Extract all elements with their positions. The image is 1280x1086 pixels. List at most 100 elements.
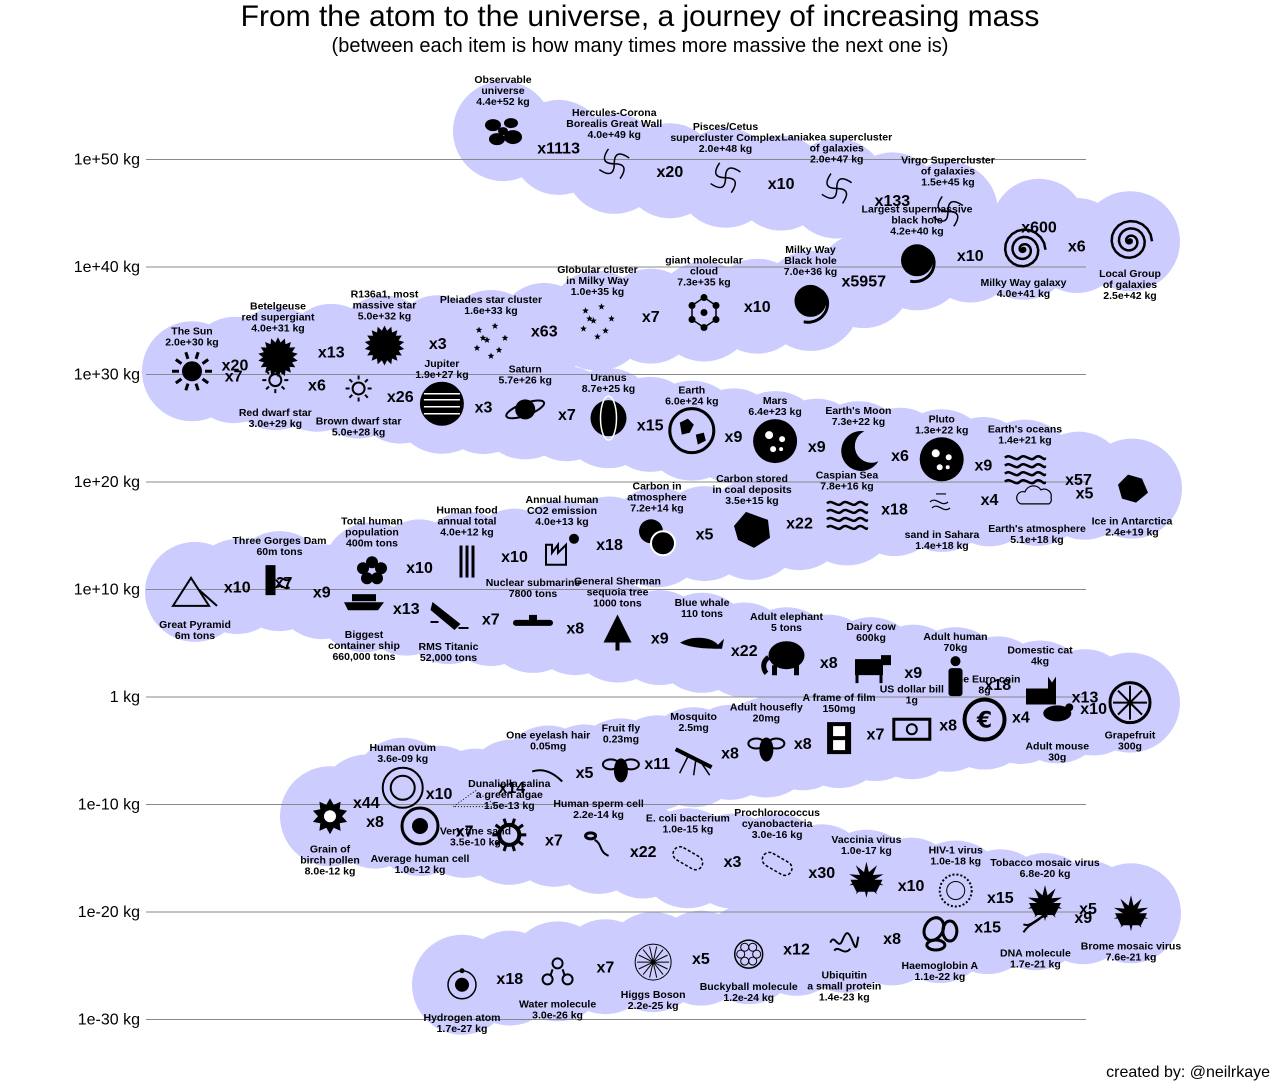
mosquito-icon [674, 747, 713, 776]
star-cluster-icon [473, 322, 509, 359]
multiplier-label: x6 [308, 377, 326, 394]
cow-icon [855, 655, 891, 684]
cell-icon [400, 806, 440, 846]
film-icon [827, 722, 852, 755]
bubble [537, 724, 633, 820]
item-label: 7800 tons [509, 588, 558, 600]
bubble [749, 900, 844, 996]
molecule-network-icon [688, 293, 720, 331]
item-label: 3.0e-26 kg [532, 1009, 583, 1021]
item-label: sequoia tree [587, 587, 649, 599]
multiplier-label: x57 [1065, 472, 1092, 489]
item-label: Haemoglobin A [902, 960, 979, 972]
item-label: Borealis Great Wall [566, 118, 662, 130]
item-label: 1.4e+18 kg [915, 540, 968, 552]
item-label: 8.0e-12 kg [305, 865, 356, 877]
item-label: A frame of film [803, 692, 876, 704]
item-label: in coal deposits [712, 484, 792, 496]
multiplier-label: x7 [225, 369, 243, 386]
item-label: 1g [906, 694, 918, 706]
multiplier-label: x10 [898, 878, 925, 895]
multiplier-label: x10 [224, 580, 251, 597]
multiplier-label: x6 [891, 448, 909, 465]
item-label: Globular cluster [557, 264, 638, 276]
sinking-ship-icon [430, 602, 469, 631]
bubble [863, 837, 959, 933]
virus-icon [1027, 885, 1063, 922]
item-label: Largest supermassive [862, 203, 973, 215]
multiplier-label: x8 [566, 621, 584, 638]
sun-icon [172, 351, 212, 391]
item-label: Black hole [784, 255, 837, 267]
bubble [1040, 860, 1136, 956]
item-label: Adult housefly [730, 702, 803, 714]
item-label: 20mg [753, 713, 780, 725]
item-label: Earth's oceans [988, 424, 1062, 436]
item-label: container ship [328, 640, 400, 652]
bubble [1031, 431, 1126, 527]
multiplier-label: x600 [1021, 219, 1057, 236]
multiplier-label: x5957 [842, 274, 887, 291]
chart-title: From the atom to the universe, a journey… [240, 0, 1040, 33]
item-label: Brown dwarf star [316, 415, 402, 427]
item-label: Ice in Antarctica [1092, 516, 1173, 528]
item-label: cyanobacteria [742, 818, 813, 830]
item-label: Tobacco mosaic virus [990, 857, 1100, 869]
cratered-planet-icon [753, 419, 798, 464]
item-label: Pisces/Cetus [693, 121, 759, 133]
multiplier-label: x22 [731, 643, 758, 660]
item-label: Laniakea supercluster [781, 132, 892, 144]
item-label: 1.9e+27 kg [415, 369, 468, 381]
y-tick-label: 1e+10 kg [74, 582, 140, 599]
spiral-galaxy-icon [1110, 219, 1154, 259]
item-label: Human sperm cell [553, 798, 644, 810]
item-label: Pleiades star cluster [440, 294, 542, 306]
ovum-icon [381, 766, 424, 809]
item-label: Mars [763, 395, 788, 407]
item-label: Adult elephant [750, 611, 823, 623]
chart-subtitle: (between each item is how many times mor… [331, 35, 949, 57]
galaxy-swirl-icon [598, 148, 630, 180]
waves-icon [826, 500, 869, 531]
bubble [464, 739, 560, 835]
wheat-icon [459, 545, 475, 578]
item-label: General Sherman [574, 576, 661, 588]
item-label: 1.6e+33 kg [464, 305, 517, 317]
item-label: 3.6e-09 kg [377, 753, 428, 765]
item-label: 6.8e-20 kg [1020, 868, 1071, 880]
fly-icon [601, 758, 640, 783]
multiplier-label: x7 [275, 575, 293, 592]
item-label: 4.0e+49 kg [588, 129, 641, 141]
svg-text:€: € [976, 709, 992, 734]
multiplier-label: x10 [957, 248, 984, 265]
bubble [952, 849, 1048, 945]
bubble [653, 910, 749, 1006]
item-label: of galaxies [921, 165, 975, 177]
item-label: Milky Way galaxy [981, 277, 1067, 289]
item-label: Jupiter [424, 358, 459, 370]
waves-icon [1004, 455, 1047, 485]
bubble [283, 303, 379, 399]
multiplier-label: x22 [630, 844, 657, 861]
item-label: Great Pyramid [159, 619, 231, 631]
multiplier-label: x5 [1079, 901, 1097, 918]
item-label: 2.0e+30 kg [165, 336, 218, 348]
item-label: Earth's atmosphere [988, 523, 1086, 535]
y-tick-label: 1e+40 kg [74, 259, 140, 276]
pyramid-icon [171, 576, 218, 607]
bubble [991, 178, 1087, 274]
item-label: 4.0e+13 kg [535, 516, 588, 528]
item-label: giant molecular [665, 254, 743, 266]
factory-icon [545, 533, 579, 566]
crescent-moon-icon [841, 430, 879, 471]
y-tick-label: 1e+20 kg [74, 474, 140, 491]
item-label: 3.0e+29 kg [249, 418, 302, 430]
item-label: Blue whale [675, 597, 730, 609]
item-label: atmosphere [627, 491, 687, 503]
cratered-planet-icon [919, 437, 964, 482]
multiplier-label: x9 [974, 457, 992, 474]
crowd-icon [357, 556, 387, 585]
item-label: in Milky Way [566, 275, 629, 287]
item-label: Observable [474, 74, 531, 86]
